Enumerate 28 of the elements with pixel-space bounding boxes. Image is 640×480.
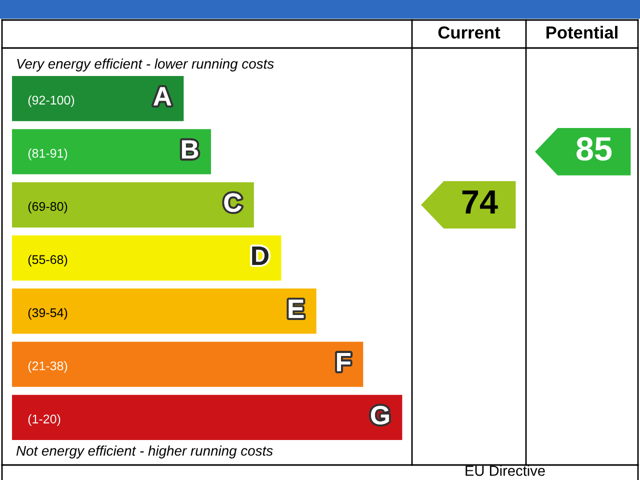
text: Current (438, 26, 500, 39)
annotation: (21-38) (28, 361, 68, 373)
annotation: (55-68) (28, 254, 68, 266)
bar (12, 235, 282, 281)
annotation: (1-20) (28, 414, 60, 426)
text: 74 (462, 190, 498, 214)
bar (12, 288, 316, 334)
text: Not energy efficient - higher running costs (16, 446, 273, 458)
y-tick-label: E (288, 300, 304, 318)
text: EU Directive (466, 465, 545, 476)
bar (12, 394, 402, 440)
bar (12, 76, 184, 122)
text: 85 (576, 137, 612, 161)
y-tick-label: G (371, 406, 389, 425)
text: Very energy efficient - lower running costs (17, 58, 274, 72)
annotation: (92-100) (28, 95, 74, 108)
text: Potential (546, 26, 618, 39)
y-tick-label: F (337, 352, 351, 372)
bar (12, 342, 364, 387)
y-tick-label: A (154, 87, 172, 106)
annotation: (69-80) (28, 202, 68, 214)
y-tick-label: B (182, 140, 198, 159)
y-tick-label: D (252, 246, 268, 265)
bar (12, 129, 211, 174)
y-tick-label: C (224, 193, 242, 212)
bar (12, 182, 254, 228)
annotation: (81-91) (28, 148, 68, 160)
annotation: (39-54) (28, 308, 68, 320)
